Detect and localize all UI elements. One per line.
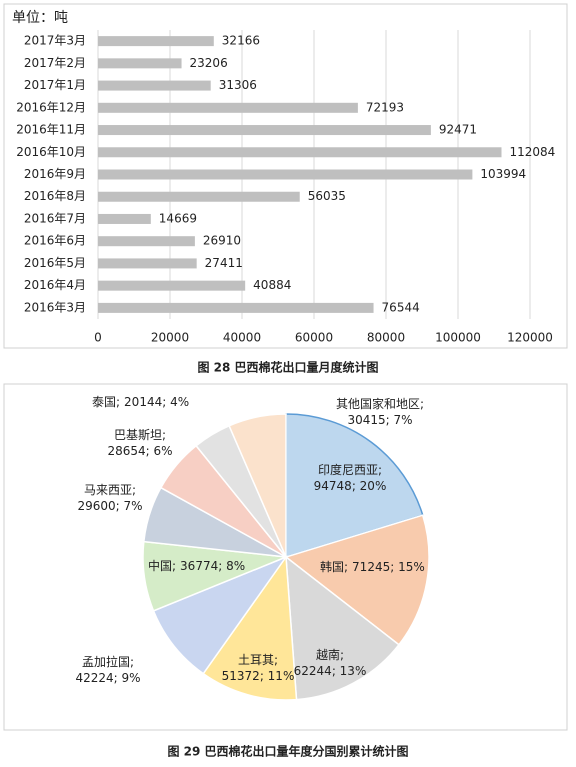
value-label: 76544	[382, 300, 420, 314]
value-label: 40884	[253, 278, 291, 292]
pie-slice	[284, 514, 430, 646]
bar	[98, 302, 374, 313]
bar	[98, 191, 300, 202]
bar	[98, 125, 431, 136]
value-label: 56035	[308, 189, 346, 203]
pie-slice	[152, 555, 289, 675]
slice-label: 马来西亚; 29600; 7%	[77, 483, 142, 513]
x-tick-label: 0	[94, 331, 102, 345]
slice-value-label: 29600; 7%	[77, 499, 142, 513]
y-tick-label: 2016年12月	[16, 100, 86, 114]
slice-name: 韩国;	[320, 559, 348, 574]
value-label: 26910	[203, 234, 241, 248]
bar	[98, 280, 246, 291]
y-tick-label: 2016年7月	[24, 211, 86, 225]
slice-label: 孟加拉国; 42224; 9%	[75, 654, 140, 685]
y-tick-label: 2017年2月	[24, 56, 86, 70]
value-label: 27411	[205, 256, 243, 270]
x-tick-label: 120000	[507, 331, 553, 345]
slice-label: 韩国; 71245; 15%	[320, 559, 425, 574]
slice-value-label: 28654; 6%	[107, 444, 172, 458]
y-tick-label: 2017年1月	[24, 78, 86, 92]
slice-name: 土耳其;	[238, 653, 278, 667]
y-tick-label: 2016年11月	[16, 123, 86, 137]
y-tick-label: 2016年5月	[24, 256, 86, 270]
slice-label: 其他国家和地区; 30415; 7%	[336, 396, 424, 427]
slice-name: 泰国;	[92, 395, 120, 409]
y-tick-label: 2016年3月	[24, 300, 86, 314]
pie-slice	[202, 554, 298, 701]
bar	[98, 36, 214, 47]
slice-value-label: 36774; 8%	[180, 559, 245, 573]
pie-slice	[228, 413, 287, 558]
slice-value-label: 20144; 4%	[124, 395, 189, 409]
y-tick-label: 2016年9月	[24, 167, 86, 181]
x-tick-label: 20000	[151, 331, 189, 345]
value-label: 32166	[222, 34, 260, 48]
slice-name: 孟加拉国;	[82, 654, 134, 669]
slice-name: 越南;	[316, 647, 344, 662]
slice-value-label: 42224; 9%	[75, 671, 140, 685]
value-label: 14669	[159, 211, 197, 225]
bar	[98, 169, 473, 180]
y-tick-label: 2016年4月	[24, 278, 86, 292]
slice-value-label: 94748; 20%	[314, 479, 387, 493]
value-label: 92471	[439, 123, 477, 137]
slice-name: 马来西亚;	[84, 483, 136, 497]
slice-name: 其他国家和地区;	[336, 396, 424, 411]
caption: 图 29 巴西棉花出口量年度分国别累计统计图	[167, 744, 408, 759]
slice-label: 越南; 62244; 13%	[294, 647, 367, 678]
slice-label: 中国; 36774; 8%	[148, 558, 245, 573]
y-tick-label: 2016年6月	[24, 234, 86, 248]
bar	[98, 102, 358, 113]
unit-label: 单位：吨	[12, 10, 68, 26]
bar	[98, 80, 211, 91]
value-label: 112084	[510, 145, 556, 159]
slice-label: 印度尼西亚; 94748; 20%	[314, 462, 387, 493]
value-label: 31306	[219, 78, 257, 92]
bar	[98, 58, 182, 69]
slice-label: 土耳其; 51372; 11%	[222, 653, 295, 683]
x-tick-label: 100000	[435, 331, 481, 345]
slice-value-label: 71245; 15%	[352, 560, 425, 574]
bar	[98, 258, 197, 269]
pie-slice	[285, 413, 424, 559]
chart-frame	[3, 383, 568, 731]
value-label: 103994	[480, 167, 526, 181]
y-tick-label: 2016年8月	[24, 189, 86, 203]
caption: 图 28 巴西棉花出口量月度统计图	[197, 360, 378, 375]
y-tick-label: 2016年10月	[16, 145, 86, 159]
slice-name: 印度尼西亚;	[318, 462, 382, 477]
slice-name: 巴基斯坦;	[114, 428, 166, 442]
slice-label: 泰国; 20144; 4%	[92, 395, 189, 409]
pie-slice	[285, 555, 400, 701]
slice-label: 巴基斯坦; 28654; 6%	[107, 428, 172, 458]
y-tick-label: 2017年3月	[24, 34, 86, 48]
bar	[98, 236, 195, 247]
slice-value-label: 30415; 7%	[347, 413, 412, 427]
x-tick-label: 80000	[367, 331, 405, 345]
bar	[98, 147, 502, 158]
value-label: 23206	[190, 56, 228, 70]
slice-value-label: 62244; 13%	[294, 664, 367, 678]
slice-name: 中国;	[148, 558, 176, 573]
chart-frame	[3, 3, 568, 349]
slice-value-label: 51372; 11%	[222, 669, 295, 683]
bar	[98, 213, 151, 224]
value-label: 72193	[366, 100, 404, 114]
x-tick-label: 40000	[223, 331, 261, 345]
x-tick-label: 60000	[295, 331, 333, 345]
